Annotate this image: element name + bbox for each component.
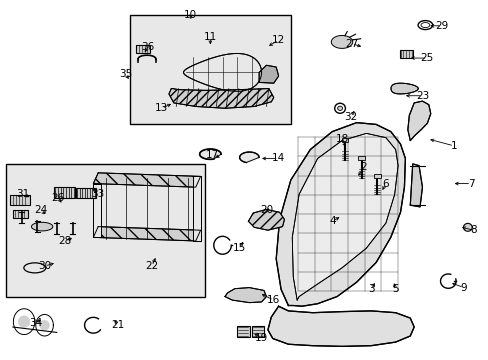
Text: 17: 17 (206, 150, 219, 160)
Polygon shape (292, 134, 397, 300)
Text: 14: 14 (271, 153, 285, 163)
Text: 15: 15 (232, 243, 246, 253)
Bar (10, 195, 30, 205)
Polygon shape (276, 123, 405, 306)
Polygon shape (390, 83, 417, 94)
Text: 1: 1 (450, 141, 457, 151)
Polygon shape (40, 321, 49, 330)
Bar (13, 210, 28, 218)
Text: 36: 36 (141, 42, 154, 52)
Bar (136, 45, 150, 53)
Text: 32: 32 (344, 112, 357, 122)
Text: 34: 34 (29, 319, 42, 328)
Text: 20: 20 (259, 206, 272, 216)
Polygon shape (93, 173, 200, 187)
Text: 5: 5 (391, 284, 398, 294)
Polygon shape (93, 226, 200, 241)
Polygon shape (183, 54, 261, 91)
Bar (5, 164, 205, 297)
Polygon shape (267, 306, 413, 346)
Ellipse shape (337, 106, 342, 111)
Polygon shape (331, 36, 352, 48)
Bar (399, 50, 412, 58)
Text: 25: 25 (420, 53, 433, 63)
Text: 28: 28 (58, 236, 72, 246)
Text: 4: 4 (328, 216, 335, 226)
Polygon shape (239, 152, 259, 162)
Polygon shape (93, 184, 101, 237)
Text: 9: 9 (460, 283, 466, 293)
Text: 30: 30 (38, 261, 51, 271)
Text: 8: 8 (469, 225, 476, 235)
Bar (373, 174, 380, 178)
Text: 33: 33 (91, 189, 104, 199)
Text: 27: 27 (345, 39, 358, 49)
Text: 29: 29 (434, 21, 447, 31)
Bar (237, 325, 249, 337)
Text: 21: 21 (111, 320, 124, 330)
Polygon shape (407, 101, 430, 140)
Text: 16: 16 (266, 295, 280, 305)
Polygon shape (31, 222, 53, 231)
Text: 12: 12 (271, 35, 285, 45)
Polygon shape (168, 89, 273, 108)
Text: 23: 23 (415, 91, 428, 101)
Text: 11: 11 (203, 32, 217, 41)
Ellipse shape (463, 224, 471, 231)
Polygon shape (248, 210, 284, 230)
Text: 31: 31 (16, 189, 29, 199)
Text: 35: 35 (119, 69, 132, 79)
Polygon shape (224, 288, 266, 303)
Bar (76, 188, 96, 198)
Text: 22: 22 (145, 261, 158, 271)
Polygon shape (199, 149, 221, 159)
Bar (357, 156, 364, 160)
Text: 2: 2 (360, 162, 366, 172)
Polygon shape (19, 316, 29, 327)
Bar (251, 325, 264, 337)
Text: 19: 19 (254, 333, 267, 343)
Polygon shape (259, 65, 278, 83)
Text: 6: 6 (382, 179, 388, 189)
Text: 3: 3 (367, 284, 374, 294)
Bar (341, 138, 347, 142)
Text: 26: 26 (52, 193, 65, 203)
Polygon shape (193, 176, 200, 241)
Text: 7: 7 (467, 179, 473, 189)
Text: 18: 18 (335, 134, 348, 144)
Text: 13: 13 (155, 103, 168, 113)
Text: 10: 10 (184, 10, 197, 20)
Polygon shape (409, 164, 422, 207)
Text: 24: 24 (34, 206, 47, 216)
Bar (130, 15, 290, 125)
Bar (54, 187, 75, 198)
